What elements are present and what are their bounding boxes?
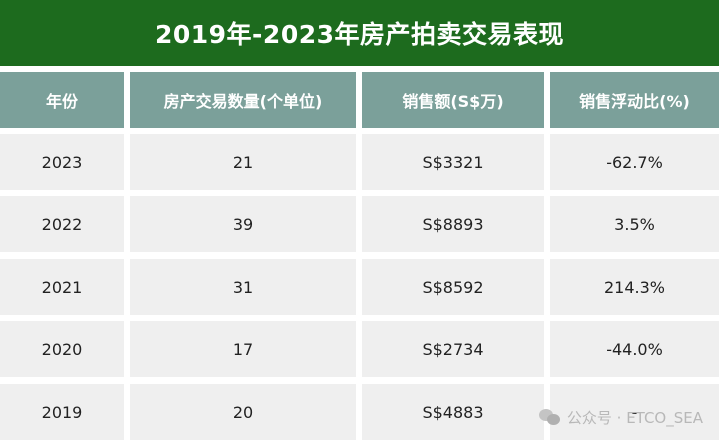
table-row: 2023 21 S$3321 -62.7% <box>0 134 719 190</box>
cell-sales-amount: S$8592 <box>362 259 544 315</box>
cell-sales-amount: S$8893 <box>362 196 544 252</box>
table-row: 2022 39 S$8893 3.5% <box>0 196 719 252</box>
header-sales-change: 销售浮动比(%) <box>550 72 719 128</box>
cell-transaction-count: 31 <box>130 259 356 315</box>
table-row: 2021 31 S$8592 214.3% <box>0 259 719 315</box>
cell-year: 2019 <box>0 384 124 440</box>
cell-sales-change: 3.5% <box>550 196 719 252</box>
table-row: 2019 20 S$4883 - <box>0 384 719 440</box>
table-header-row: 年份 房产交易数量(个单位) 销售额(S$万) 销售浮动比(%) <box>0 72 719 128</box>
cell-year: 2022 <box>0 196 124 252</box>
header-transaction-count: 房产交易数量(个单位) <box>130 72 356 128</box>
cell-sales-amount: S$2734 <box>362 321 544 377</box>
cell-transaction-count: 17 <box>130 321 356 377</box>
cell-transaction-count: 20 <box>130 384 356 440</box>
wechat-watermark: 公众号 · ETCO_SEA <box>538 407 703 428</box>
cell-transaction-count: 39 <box>130 196 356 252</box>
cell-sales-change: -62.7% <box>550 134 719 190</box>
cell-sales-amount: S$4883 <box>362 384 544 440</box>
cell-sales-amount: S$3321 <box>362 134 544 190</box>
watermark-text: 公众号 · ETCO_SEA <box>566 409 703 427</box>
header-sales-amount: 销售额(S$万) <box>362 72 544 128</box>
table-row: 2020 17 S$2734 -44.0% <box>0 321 719 377</box>
cell-transaction-count: 21 <box>130 134 356 190</box>
cell-year: 2020 <box>0 321 124 377</box>
cell-sales-change: -44.0% <box>550 321 719 377</box>
cell-sales-change: 214.3% <box>550 259 719 315</box>
wechat-icon <box>538 408 561 427</box>
cell-year: 2023 <box>0 134 124 190</box>
header-year: 年份 <box>0 72 124 128</box>
cell-year: 2021 <box>0 259 124 315</box>
cell-sales-change: - <box>550 384 719 440</box>
table-title: 2019年-2023年房产拍卖交易表现 <box>0 0 719 66</box>
